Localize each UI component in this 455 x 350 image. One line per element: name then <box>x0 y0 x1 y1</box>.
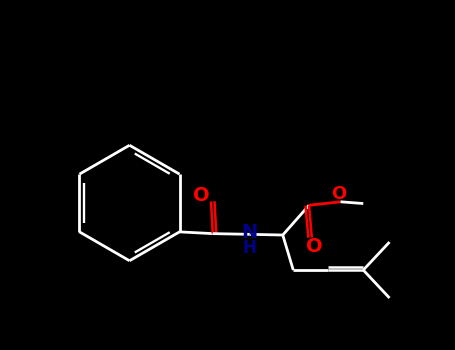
Text: H: H <box>243 239 257 257</box>
Text: O: O <box>306 237 323 256</box>
Text: O: O <box>193 186 209 205</box>
Text: N: N <box>242 223 258 242</box>
Text: O: O <box>331 185 346 203</box>
